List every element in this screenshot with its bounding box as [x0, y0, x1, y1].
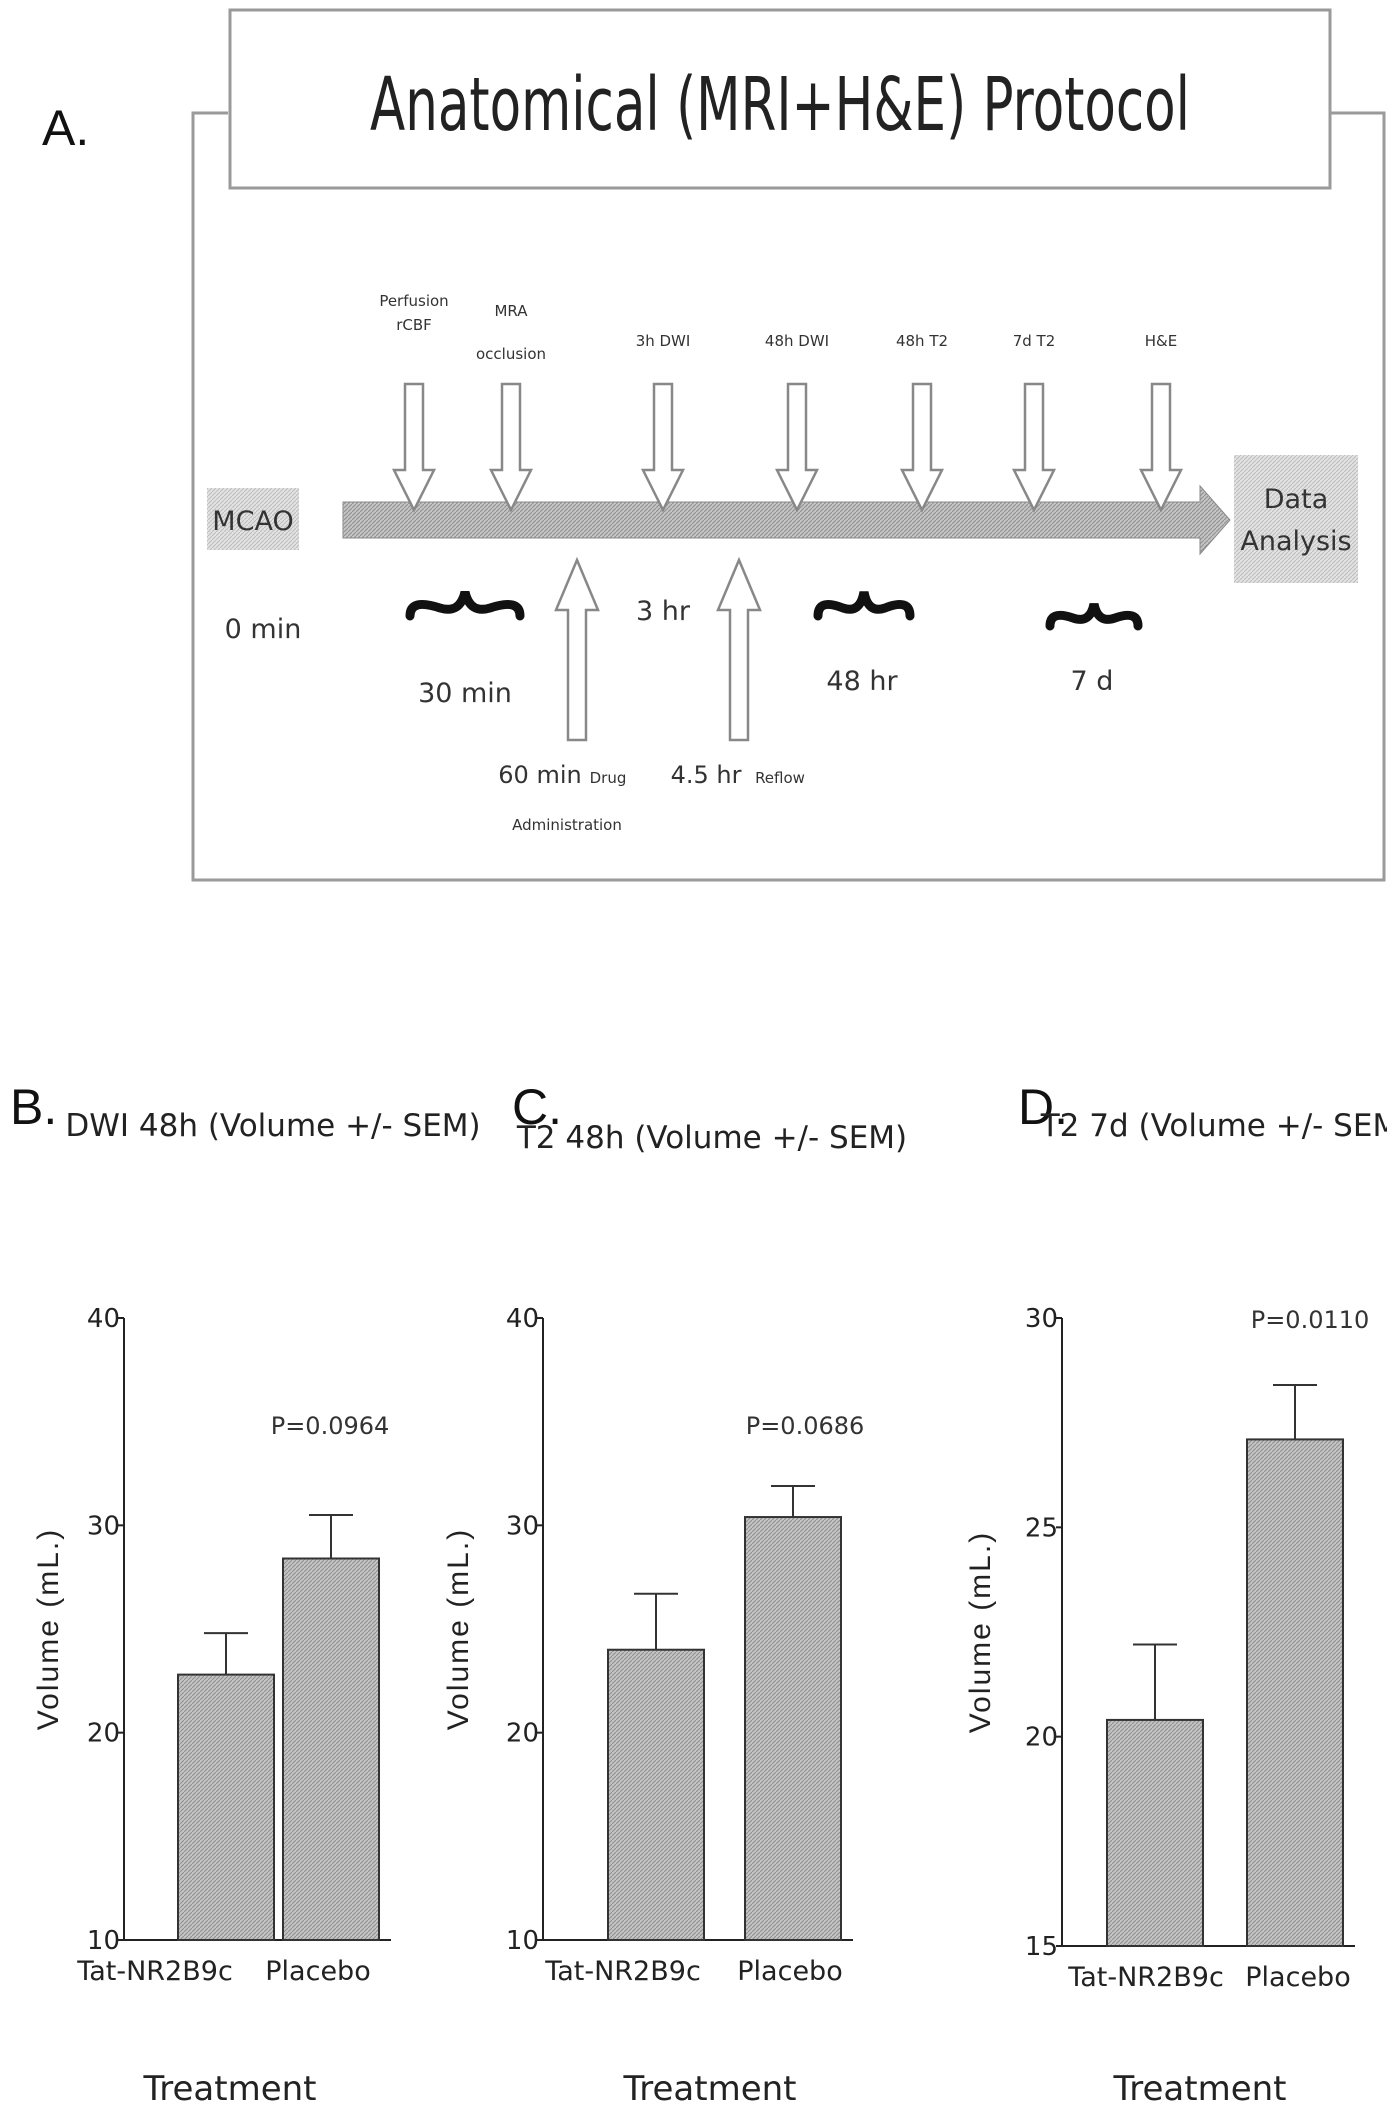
chart-title: T2 7d (Volume +/- SEM): [1040, 1108, 1387, 1144]
y-axis-label: Volume (mL.): [442, 1528, 475, 1730]
chart-2: D.T2 7d (Volume +/- SEM) 15 20 25 30 Volume (…: [964, 1079, 1387, 2109]
data-analysis-label-2: Analysis: [1240, 526, 1351, 557]
reflow-time: 4.5 hr: [671, 761, 742, 789]
mcao-label: MCAO: [212, 506, 293, 537]
title-box: [228, 8, 1332, 190]
chart-panel-letter: C.: [512, 1079, 562, 1135]
chart-title: DWI 48h (Volume +/- SEM): [65, 1108, 480, 1144]
p-value-annotation: P=0.0686: [746, 1412, 865, 1440]
p-value-annotation: P=0.0964: [271, 1412, 390, 1440]
x-category-label: Tat-NR2B9c: [76, 1956, 233, 1987]
top-events: Perfusion rCBF MRA occlusion 3h DWI 48h …: [379, 292, 1184, 513]
x-category-label: Tat-NR2B9c: [1067, 1962, 1224, 1993]
bar-placebo: [282, 1557, 380, 1942]
bar-tat-nr2b9c: [1106, 1718, 1204, 1948]
down-arrow-icon: [488, 382, 534, 513]
y-tick-label: 20: [87, 1719, 120, 1749]
chart-1: C.T2 48h (Volume +/- SEM) 10 20 30 40 Volume …: [442, 1079, 907, 2109]
x-axis-label: Treatment: [1112, 2069, 1286, 2109]
bar-tat-nr2b9c: [177, 1673, 275, 1941]
drug-admin-line2: Administration: [512, 816, 622, 834]
down-arrow-icon: [1011, 382, 1057, 513]
y-tick-label: 40: [87, 1304, 120, 1334]
x-category-label: Placebo: [1245, 1962, 1350, 1993]
data-analysis-box: [1234, 455, 1358, 583]
event-label-48h-t2: 48h T2: [896, 332, 948, 350]
bar-tat-nr2b9c: [607, 1648, 705, 1941]
protocol-frame: [191, 111, 1386, 882]
interval-braces: 30 min 48 hr 7 d: [405, 590, 1143, 709]
drug-admin-word: Drug: [590, 769, 627, 787]
brace-icon: [405, 590, 525, 621]
down-arrow-icon: [899, 382, 945, 513]
bar-placebo: [1246, 1438, 1344, 1947]
y-tick-label: 30: [1025, 1304, 1058, 1334]
down-arrow-icon: [640, 382, 686, 513]
chart-title: T2 48h (Volume +/- SEM): [516, 1120, 907, 1156]
event-label-perfusion-2: rCBF: [396, 316, 432, 334]
y-axis-label: Volume (mL.): [964, 1531, 997, 1733]
chart-panel-letter: D.: [1018, 1079, 1068, 1135]
time-3hr-label: 3 hr: [636, 596, 691, 627]
event-label-7d-t2: 7d T2: [1013, 332, 1056, 350]
interval-48hr-label: 48 hr: [826, 666, 898, 697]
chart-panel-letter: B.: [10, 1079, 57, 1135]
down-arrow-icon: [1138, 382, 1184, 513]
data-analysis-label-1: Data: [1264, 484, 1328, 515]
bar-placebo: [744, 1516, 842, 1942]
p-value-annotation: P=0.0110: [1251, 1306, 1370, 1334]
interval-30min-label: 30 min: [418, 678, 512, 709]
charts: B. DWI 48h (Volume +/- SEM) 10 20 30 40 Volume…: [10, 1079, 1387, 2109]
y-tick-label: 10: [506, 1926, 539, 1956]
brace-icon: [1045, 602, 1143, 631]
protocol-title: Anatomical (MRI+H&E) Protocol: [370, 62, 1190, 148]
event-label-perfusion: Perfusion: [379, 292, 448, 310]
x-category-label: Placebo: [737, 1956, 842, 1987]
y-tick-label: 15: [1025, 1932, 1058, 1962]
event-label-mra-2: occlusion: [476, 345, 546, 363]
drug-admin-time: 60 min: [498, 761, 581, 789]
down-arrow-icon: [774, 382, 820, 513]
panel-a-letter: A.: [42, 100, 89, 156]
interval-7d-label: 7 d: [1071, 666, 1114, 697]
down-arrow-icon: [391, 382, 437, 513]
y-tick-label: 30: [506, 1511, 539, 1541]
event-label-3h-dwi: 3h DWI: [636, 332, 691, 350]
y-tick-label: 25: [1025, 1513, 1058, 1543]
bottom-events: 60 min Drug Administration 4.5 hr Reflow: [498, 556, 805, 834]
x-category-label: Placebo: [265, 1956, 370, 1987]
chart-0: B. DWI 48h (Volume +/- SEM) 10 20 30 40 Volume…: [10, 1079, 481, 2109]
reflow-word: Reflow: [755, 769, 805, 787]
panel-a: A. Anatomical (MRI+H&E) Protocol MCAO Da…: [42, 8, 1386, 882]
up-arrow-icon: [716, 556, 762, 742]
y-tick-label: 10: [87, 1926, 120, 1956]
y-axis-label: Volume (mL.): [32, 1528, 65, 1730]
y-tick-label: 20: [1025, 1723, 1058, 1753]
time-zero-label: 0 min: [225, 614, 302, 645]
y-tick-label: 40: [506, 1304, 539, 1334]
up-arrow-icon: [554, 556, 600, 742]
mcao-box: [207, 488, 299, 550]
x-axis-label: Treatment: [142, 2069, 316, 2109]
y-tick-label: 20: [506, 1719, 539, 1749]
timeline-arrow: [342, 484, 1231, 556]
x-axis-label: Treatment: [622, 2069, 796, 2109]
brace-icon: [813, 591, 915, 621]
event-label-he: H&E: [1145, 332, 1177, 350]
event-label-mra: MRA: [494, 302, 528, 320]
event-label-48h-dwi: 48h DWI: [765, 332, 829, 350]
x-category-label: Tat-NR2B9c: [544, 1956, 701, 1987]
y-tick-label: 30: [87, 1511, 120, 1541]
